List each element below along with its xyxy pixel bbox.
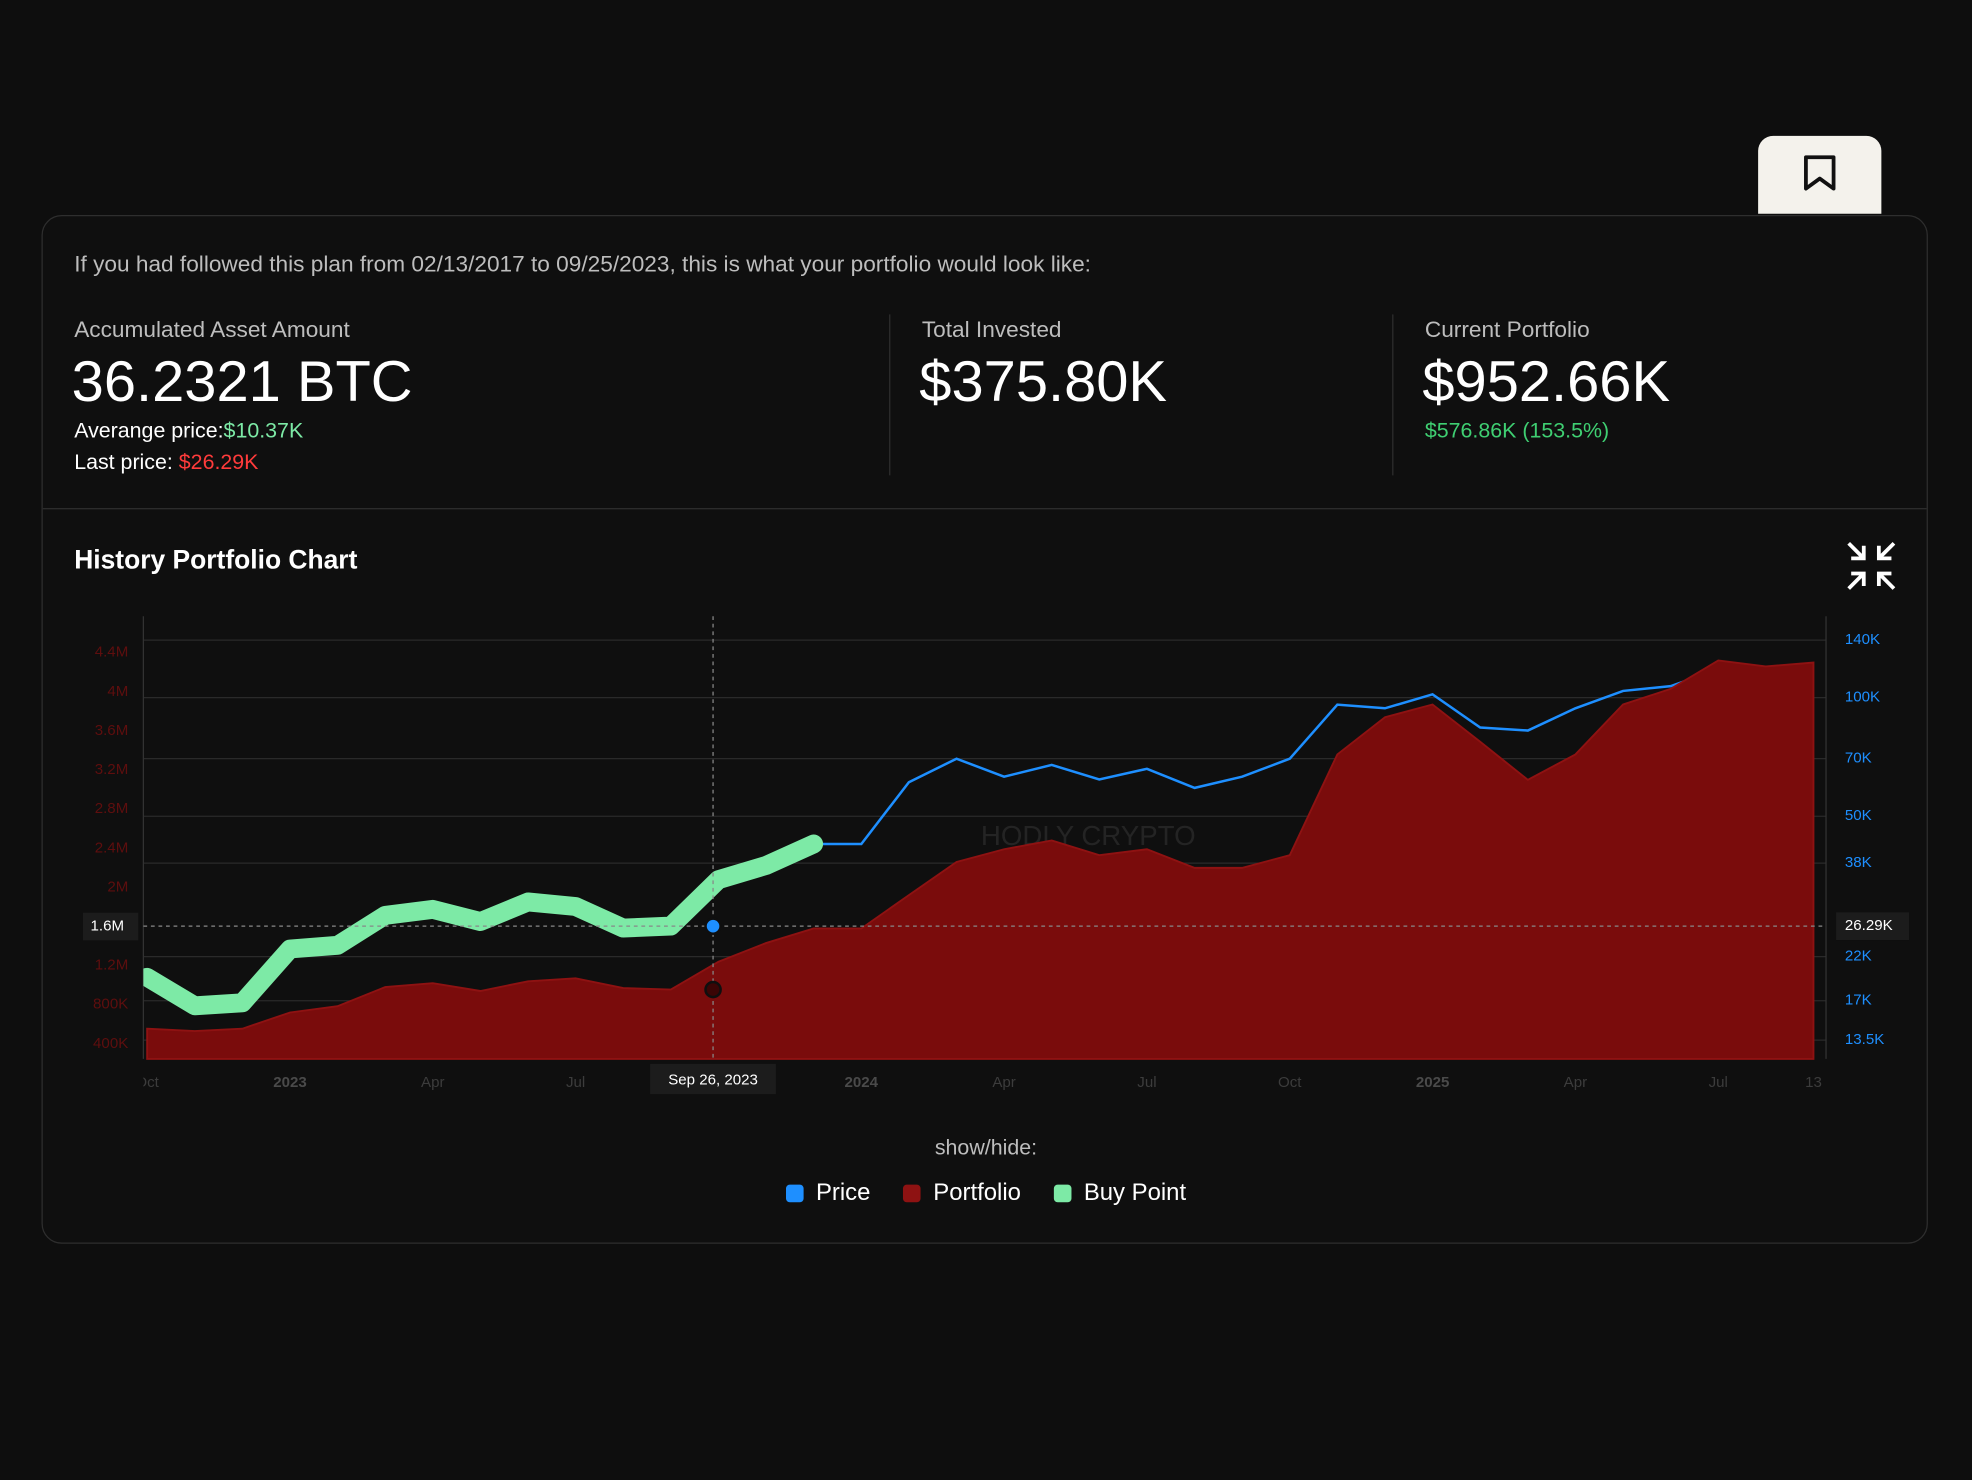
y-tick-label: 2.4M [95,839,129,856]
intro: If you had followed this plan from 02/13… [74,251,1091,277]
y-tick-label: 2M [107,878,128,895]
y2-tick-label: 140K [1845,631,1880,648]
legend-swatch [1053,1184,1072,1203]
chart-title: History Portfolio Chart [74,545,358,575]
legend: Price Portfolio Buy Point [0,1180,1972,1208]
x-tick-label: Jul [566,1074,585,1091]
x-tick-label: Apr [1564,1074,1587,1091]
stat-label: Current Portfolio [1424,316,1590,343]
label: Averange price: [74,418,224,443]
crosshair-price-label: 26.29K [1845,917,1893,934]
legend-label: Buy Point [1083,1179,1187,1207]
y-tick-label: 2.8M [95,800,129,817]
legend-item[interactable]: Price [785,1179,871,1208]
legend-item[interactable]: Buy Point [1053,1179,1187,1208]
crosshair-price-box [1836,912,1910,941]
bookmark-button[interactable] [1758,135,1882,214]
legend-swatch [785,1184,804,1203]
y2-tick-label: 13.5K [1845,1031,1884,1048]
crosshair-left-box [83,912,139,941]
y-tick-label: 400K [93,1035,128,1052]
stat-value: $375.80K [919,348,1168,414]
last-price: Last price: $26.29K [74,450,258,475]
watermark: HODLY CRYPTO [981,820,1196,851]
crosshair-portfolio-dot [704,980,722,999]
x-tick-label: 2025 [1416,1074,1450,1091]
y2-tick-label: 17K [1845,992,1872,1009]
average-price: Averange price:$10.37K [74,419,303,444]
portfolio-area [146,659,1815,1060]
divider [42,508,1927,510]
y2-tick-label: 22K [1845,948,1872,965]
x-tick-label: Oct [1278,1074,1302,1091]
plot [146,659,1815,1060]
y2-tick-label: 100K [1845,689,1880,706]
separator [1392,314,1394,476]
stat-value: $952.66K [1422,348,1671,414]
legend-label: Portfolio [933,1179,1021,1207]
crosshair-date-box [650,1063,776,1095]
stat-change: $576.86K (153.5%) [1424,418,1610,443]
stat-label: Total Invested [921,316,1062,343]
collapse-button[interactable] [1844,538,1899,593]
x-tick-label: Jul [1709,1074,1728,1091]
y-tick-label: 3.2M [95,761,129,778]
x-tick-label: 2024 [845,1074,879,1091]
y-tick-label: 3.6M [95,722,129,739]
legend-label: Price [815,1179,871,1207]
value: $26.29K [178,450,259,475]
collapse-icon [1847,541,1896,590]
y-tick-label: 4.4M [95,644,129,661]
value: $10.37K [223,418,304,443]
crosshair-date: Sep 26, 2023 [668,1071,758,1088]
y-tick-label: 4M [107,683,128,700]
stat-label: Accumulated Asset Amount [74,316,350,343]
label: Last price: [74,450,173,475]
x-tick-label: 2023 [273,1074,307,1091]
y2-tick-label: 70K [1845,750,1872,767]
x-tick-label: 13 [1805,1074,1822,1091]
stat-value: 36.2321 BTC [71,348,413,414]
bookmark-icon [1804,155,1836,191]
legend-item[interactable]: Portfolio [903,1180,1021,1208]
x-tick-label: Jul [1137,1074,1156,1091]
crosshair-price-dot [704,917,722,935]
x-tick-label: Apr [992,1074,1015,1091]
separator [889,314,891,476]
x-tick-label: Oct [135,1074,159,1091]
y-tick-label: 800K [93,996,128,1013]
crosshair-left-label: 1.6M [91,917,125,934]
legend-swatch [903,1184,921,1203]
y2-tick-label: 38K [1845,854,1872,871]
y2-tick-label: 50K [1845,807,1872,824]
y-tick-label: 1.2M [95,957,129,974]
x-tick-label: Apr [421,1074,444,1091]
legend-title: show/hide: [934,1135,1038,1160]
